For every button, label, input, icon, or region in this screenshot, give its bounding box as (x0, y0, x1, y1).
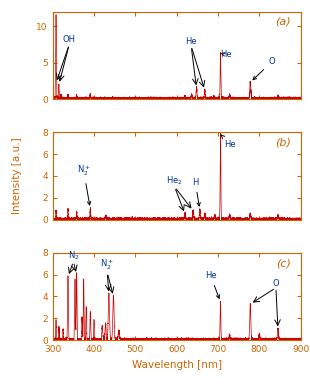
Text: He: He (220, 50, 231, 59)
X-axis label: Wavelength [nm]: Wavelength [nm] (132, 360, 222, 369)
Text: O: O (253, 57, 275, 80)
Text: He$_2$: He$_2$ (166, 174, 183, 187)
Text: N$_2$: N$_2$ (68, 249, 79, 262)
Text: He: He (185, 37, 197, 46)
Text: O: O (272, 279, 279, 288)
Text: N$_2^+$: N$_2^+$ (77, 164, 91, 205)
Text: H: H (192, 178, 200, 206)
Text: He: He (205, 271, 219, 298)
Text: OH: OH (63, 36, 76, 45)
Text: (a): (a) (275, 17, 291, 27)
Text: He: He (221, 135, 236, 149)
Text: (b): (b) (275, 138, 291, 147)
Text: Intensity [a.u.]: Intensity [a.u.] (12, 138, 22, 214)
Text: (c): (c) (276, 258, 291, 268)
Text: N$_2^+$: N$_2^+$ (100, 258, 114, 273)
